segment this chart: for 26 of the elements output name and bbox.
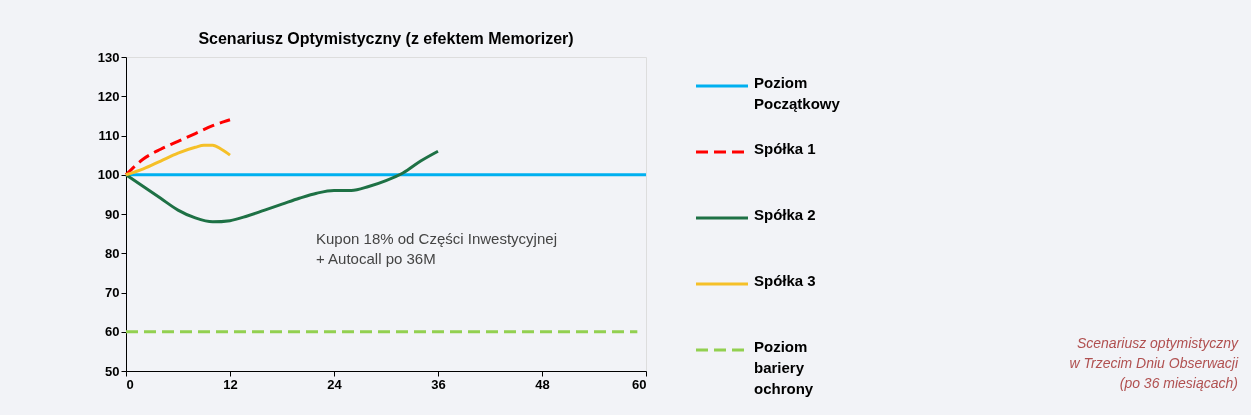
line-series — [124, 118, 232, 177]
legend-label: Spółka 2 — [754, 206, 816, 223]
y-tick-label: 70 — [105, 285, 120, 300]
legend-label: Spółka 3 — [754, 272, 816, 289]
y-tick-label: 110 — [98, 128, 120, 143]
y-tick-label: 120 — [97, 88, 120, 104]
y-tick-label: 50 — [105, 363, 120, 379]
x-tick-label: 12 — [223, 376, 238, 392]
x-tick-label: 36 — [431, 376, 446, 392]
line-series — [124, 143, 232, 177]
x-tick-label: 60 — [632, 376, 647, 392]
y-tick-label: 80 — [105, 245, 120, 261]
legend-label: Poziom bariery ochrony — [754, 338, 814, 397]
x-tick-label: 24 — [327, 376, 343, 392]
y-tick-label: 130 — [97, 49, 120, 65]
text: Scenariusz optymistyczny w Trzecim Dniu Obserwacji (po 36 miesiącach) — [1069, 335, 1239, 391]
chart-title: Scenariusz Optymistyczny (z efektem Memorizer) — [198, 30, 574, 47]
line-series — [124, 149, 440, 224]
x-tick-label: 0 — [126, 376, 134, 392]
legend-label: Spółka 1 — [754, 140, 816, 157]
y-tick-label: 60 — [105, 324, 120, 340]
x-tick-label: 48 — [535, 376, 550, 392]
annotation: Kupon 18% od Części Inwestycyjnej + Autocall po 36M — [316, 230, 557, 267]
y-tick-label: 100 — [97, 167, 120, 183]
y-tick-label: 90 — [105, 206, 120, 222]
legend-label: Poziom Początkowy — [754, 74, 841, 112]
